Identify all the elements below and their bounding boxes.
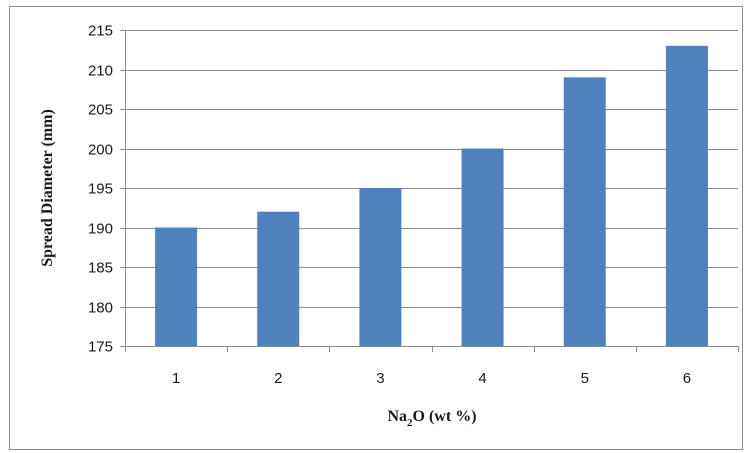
bar — [563, 77, 606, 347]
bar — [665, 45, 708, 347]
x-tick-label: 2 — [274, 370, 282, 387]
tick-labels: 175 180 185 190 195 200 205 210 215 1 2 3 4 5 6 — [88, 23, 691, 388]
y-tick-label: 210 — [88, 63, 113, 80]
bar — [461, 148, 504, 346]
x-tick-label: 1 — [172, 370, 180, 387]
y-tick-label: 205 — [88, 102, 113, 119]
y-tick-label: 195 — [88, 181, 113, 198]
x-axis-title-post: O (wt %) — [413, 408, 477, 425]
y-tick-label: 200 — [88, 142, 113, 159]
y-tick-label: 175 — [88, 339, 113, 356]
axes — [120, 30, 739, 352]
y-tick-label: 185 — [88, 260, 113, 277]
bar — [257, 211, 300, 346]
gridlines — [125, 30, 738, 308]
y-axis-title: Spread Diameter (mm) — [39, 109, 56, 267]
x-axis-title-subscript: 2 — [407, 417, 413, 429]
bar — [359, 188, 402, 346]
x-tick-label: 6 — [683, 370, 691, 387]
x-axis-title: Na2O (wt %) — [387, 408, 476, 429]
y-tick-label: 215 — [88, 23, 113, 40]
y-tick-label: 180 — [88, 300, 113, 317]
bars — [155, 45, 708, 347]
x-tick-label: 3 — [376, 370, 384, 387]
y-tick-label: 190 — [88, 221, 113, 238]
x-tick-label: 4 — [478, 370, 486, 387]
x-axis-title-pre: Na — [387, 408, 407, 425]
x-tick-label: 5 — [581, 370, 589, 387]
bar — [155, 227, 198, 346]
